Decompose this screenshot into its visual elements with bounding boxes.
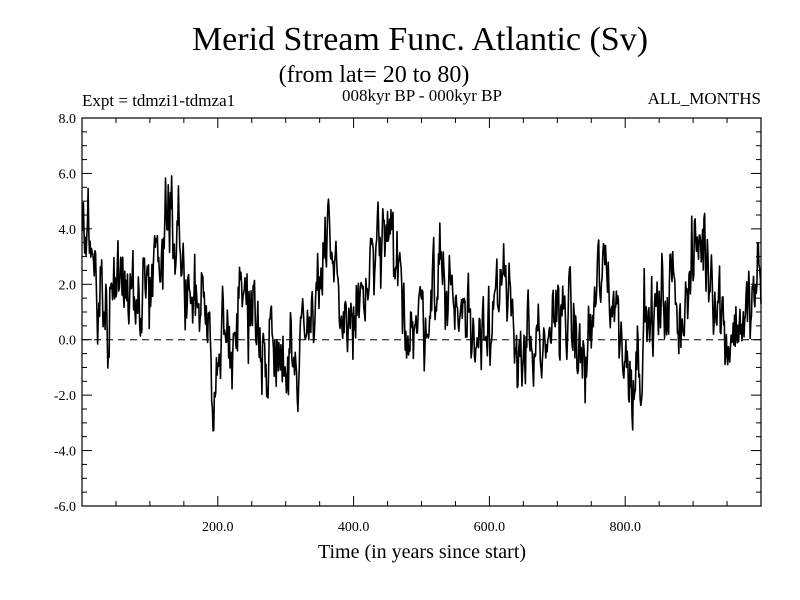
y-tick-label: -2.0 <box>54 389 76 404</box>
series-line-tdmzi1-tdmza1 <box>81 175 762 432</box>
y-tick-label: 8.0 <box>59 112 77 127</box>
chart-subtitle: (from lat= 20 to 80) <box>279 62 470 88</box>
chart-title: Merid Stream Func. Atlantic (Sv) <box>192 21 648 58</box>
x-tick-label: 600.0 <box>474 520 506 535</box>
x-tick-label: 200.0 <box>202 520 234 535</box>
expt-label: Expt = tdmzi1-tdmza1 <box>82 91 235 110</box>
y-tick-label: -6.0 <box>54 500 76 515</box>
y-tick-label: 6.0 <box>59 167 77 182</box>
x-axis-label: Time (in years since start) <box>318 541 526 563</box>
months-label: ALL_MONTHS <box>648 89 761 108</box>
x-tick-label: 800.0 <box>609 520 641 535</box>
period-label: 008kyr BP - 000kyr BP <box>342 86 502 105</box>
y-tick-label: 4.0 <box>59 223 77 238</box>
y-tick-label: 2.0 <box>59 278 77 293</box>
y-tick-label: -4.0 <box>54 445 76 460</box>
y-tick-label: 0.0 <box>59 334 77 349</box>
x-tick-label: 400.0 <box>338 520 370 535</box>
